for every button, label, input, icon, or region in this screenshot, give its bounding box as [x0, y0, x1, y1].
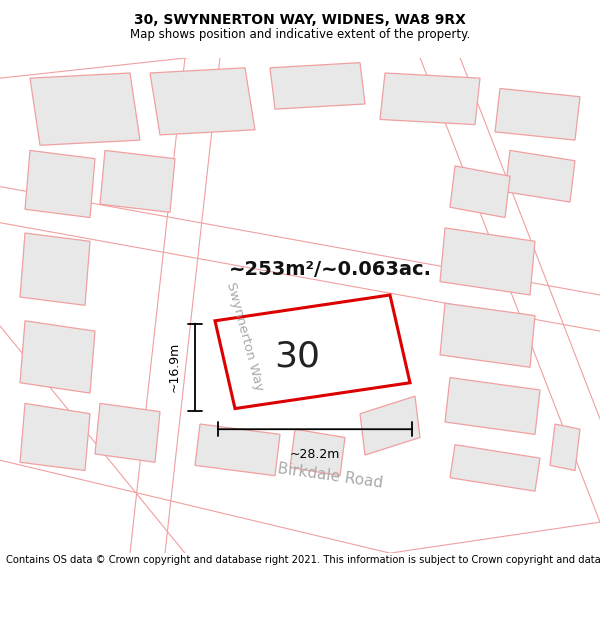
Text: ~28.2m: ~28.2m: [290, 448, 340, 461]
Polygon shape: [270, 62, 365, 109]
Polygon shape: [445, 378, 540, 434]
Polygon shape: [95, 403, 160, 462]
Polygon shape: [25, 151, 95, 218]
Polygon shape: [505, 151, 575, 202]
Polygon shape: [150, 68, 255, 135]
Polygon shape: [20, 321, 95, 393]
Polygon shape: [440, 228, 535, 295]
Polygon shape: [450, 445, 540, 491]
Text: Birkdale Road: Birkdale Road: [277, 461, 383, 491]
Polygon shape: [380, 73, 480, 124]
Text: Map shows position and indicative extent of the property.: Map shows position and indicative extent…: [130, 28, 470, 41]
Polygon shape: [450, 166, 510, 217]
Polygon shape: [360, 396, 420, 455]
Polygon shape: [215, 295, 410, 409]
Text: 30, SWYNNERTON WAY, WIDNES, WA8 9RX: 30, SWYNNERTON WAY, WIDNES, WA8 9RX: [134, 12, 466, 27]
Text: 30: 30: [275, 340, 320, 374]
Polygon shape: [195, 424, 280, 476]
Text: Contains OS data © Crown copyright and database right 2021. This information is : Contains OS data © Crown copyright and d…: [6, 554, 600, 564]
Polygon shape: [550, 424, 580, 471]
Polygon shape: [440, 303, 535, 368]
Polygon shape: [100, 151, 175, 213]
Text: ~16.9m: ~16.9m: [168, 342, 181, 392]
Text: ~253m²/~0.063ac.: ~253m²/~0.063ac.: [229, 259, 431, 279]
Text: Swynnerton Way: Swynnerton Way: [224, 281, 266, 392]
Polygon shape: [495, 89, 580, 140]
Polygon shape: [20, 403, 90, 471]
Polygon shape: [30, 73, 140, 145]
Polygon shape: [290, 429, 345, 476]
Polygon shape: [20, 233, 90, 306]
